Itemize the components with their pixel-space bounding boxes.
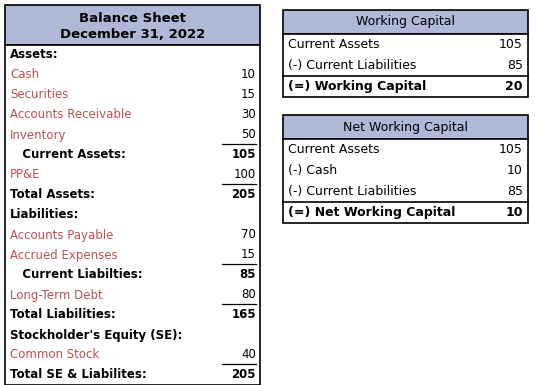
Text: Liabilities:: Liabilities: bbox=[10, 209, 79, 221]
Text: Working Capital: Working Capital bbox=[356, 15, 455, 28]
Text: Common Stock: Common Stock bbox=[10, 348, 100, 362]
Text: 85: 85 bbox=[507, 185, 523, 198]
Text: (-) Current Liabilities: (-) Current Liabilities bbox=[288, 59, 416, 72]
Text: (=) Net Working Capital: (=) Net Working Capital bbox=[288, 206, 455, 219]
Text: 100: 100 bbox=[234, 169, 256, 181]
Text: Stockholder's Equity (SE):: Stockholder's Equity (SE): bbox=[10, 328, 182, 341]
Text: Current Liabilties:: Current Liabilties: bbox=[10, 268, 143, 281]
Text: Cash: Cash bbox=[10, 69, 39, 82]
Text: 15: 15 bbox=[241, 248, 256, 261]
Text: 105: 105 bbox=[232, 149, 256, 161]
Text: Long-Term Debt: Long-Term Debt bbox=[10, 288, 103, 301]
Text: 85: 85 bbox=[507, 59, 523, 72]
Bar bbox=[283, 34, 528, 97]
Text: Current Assets: Current Assets bbox=[288, 38, 379, 51]
Text: PP&E: PP&E bbox=[10, 169, 41, 181]
Text: Balance Sheet: Balance Sheet bbox=[79, 12, 186, 25]
Text: December 31, 2022: December 31, 2022 bbox=[60, 28, 205, 41]
Text: 80: 80 bbox=[241, 288, 256, 301]
Text: Accounts Payable: Accounts Payable bbox=[10, 229, 113, 241]
Bar bbox=[283, 115, 528, 139]
Text: 10: 10 bbox=[241, 69, 256, 82]
Bar bbox=[5, 5, 260, 45]
Text: Current Assets: Current Assets bbox=[288, 143, 379, 156]
Text: Total Assets:: Total Assets: bbox=[10, 189, 95, 201]
Text: Current Assets:: Current Assets: bbox=[10, 149, 126, 161]
Text: 165: 165 bbox=[231, 308, 256, 321]
Text: Total Liabilities:: Total Liabilities: bbox=[10, 308, 116, 321]
Text: 205: 205 bbox=[232, 368, 256, 382]
Text: Accrued Expenses: Accrued Expenses bbox=[10, 248, 118, 261]
Text: 85: 85 bbox=[240, 268, 256, 281]
Text: (=) Working Capital: (=) Working Capital bbox=[288, 80, 426, 93]
Text: 20: 20 bbox=[506, 80, 523, 93]
Text: 10: 10 bbox=[506, 206, 523, 219]
Text: Accounts Receivable: Accounts Receivable bbox=[10, 109, 132, 122]
Text: 205: 205 bbox=[232, 189, 256, 201]
Text: (-) Current Liabilities: (-) Current Liabilities bbox=[288, 185, 416, 198]
Text: 50: 50 bbox=[241, 129, 256, 142]
Text: Net Working Capital: Net Working Capital bbox=[343, 121, 468, 134]
Text: 10: 10 bbox=[507, 164, 523, 177]
Text: Inventory: Inventory bbox=[10, 129, 66, 142]
Text: 105: 105 bbox=[499, 38, 523, 51]
Bar bbox=[5, 45, 260, 385]
Text: Assets:: Assets: bbox=[10, 49, 59, 62]
Text: (-) Cash: (-) Cash bbox=[288, 164, 337, 177]
Text: 30: 30 bbox=[241, 109, 256, 122]
Text: Securities: Securities bbox=[10, 89, 68, 102]
Bar bbox=[283, 139, 528, 223]
Text: 15: 15 bbox=[241, 89, 256, 102]
Text: 105: 105 bbox=[499, 143, 523, 156]
Bar bbox=[283, 10, 528, 34]
Text: Total SE & Liabilites:: Total SE & Liabilites: bbox=[10, 368, 147, 382]
Text: 40: 40 bbox=[241, 348, 256, 362]
Text: 70: 70 bbox=[241, 229, 256, 241]
